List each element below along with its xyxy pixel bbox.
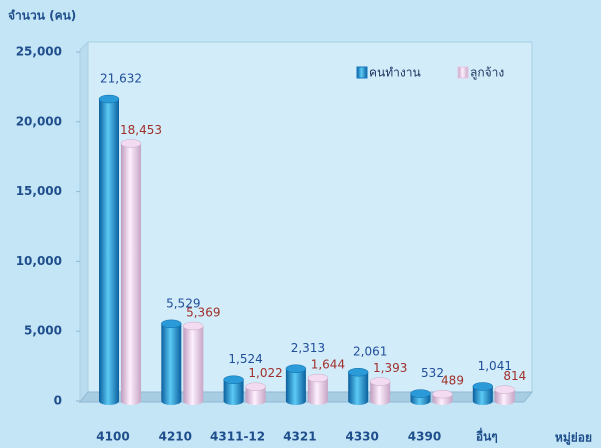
bar-top [494, 385, 516, 394]
side-wall [79, 40, 89, 404]
bar [307, 378, 328, 405]
value-label: 5,529 [166, 296, 200, 310]
bar-top [472, 382, 494, 391]
value-label: 1,041 [478, 359, 512, 373]
y-tick-label: 25,000 [16, 45, 62, 59]
value-label: 1,022 [248, 366, 282, 380]
bar-top [285, 364, 307, 373]
bar-top [432, 389, 453, 399]
bar [370, 381, 391, 405]
bar-top [347, 367, 369, 377]
legend-swatch [356, 66, 368, 79]
x-tick-label: 4330 [345, 430, 378, 444]
bar [285, 368, 306, 405]
bar [223, 379, 244, 405]
bar [494, 389, 515, 405]
value-label: 489 [441, 374, 464, 388]
bar-top [369, 377, 391, 386]
x-tick-label: อื่นๆ [476, 428, 498, 444]
y-axis-label: จำนวน (คน) [8, 9, 76, 23]
y-tick-label: 20,000 [16, 114, 62, 128]
x-tick-label: 4390 [408, 430, 441, 444]
bar-top [410, 389, 431, 398]
x-tick-label: 4321 [283, 430, 316, 444]
x-tick-label: 4100 [96, 430, 129, 444]
y-tick-label: 10,000 [16, 254, 62, 268]
bar-top [245, 382, 266, 391]
x-tick-label: 4210 [159, 430, 192, 444]
value-label: 21,632 [100, 72, 142, 86]
floor [78, 391, 534, 403]
bar-top [161, 319, 182, 329]
bar [121, 143, 141, 405]
legend-label: ลูกจ้าง [470, 66, 504, 81]
bar-top [223, 375, 244, 384]
bar [472, 386, 493, 405]
bar-top [98, 94, 120, 104]
y-tick-label: 15,000 [16, 184, 62, 198]
value-label: 18,453 [120, 123, 162, 137]
bar-top [307, 373, 329, 383]
plot-wall [87, 41, 533, 393]
y-tick-label: 0 [54, 394, 62, 408]
value-label: 1,393 [373, 361, 407, 375]
x-axis-label: หมู่ย่อย [555, 431, 592, 446]
value-label: 5,369 [186, 306, 220, 320]
value-label: 1,524 [228, 352, 262, 366]
legend-swatch [457, 66, 469, 79]
bar [245, 386, 266, 405]
y-tick-label: 5,000 [24, 324, 62, 338]
value-label: 532 [421, 366, 444, 380]
value-label: 814 [503, 369, 526, 383]
bar [161, 323, 182, 405]
bar [183, 326, 204, 405]
legend-label: คนทำงาน [369, 66, 421, 80]
value-label: 2,313 [291, 341, 325, 355]
bar [348, 372, 369, 405]
x-tick-label: 4311-12 [210, 430, 265, 444]
value-label: 2,061 [353, 345, 387, 359]
bar-top [120, 139, 142, 148]
value-label: 1,644 [311, 358, 345, 372]
bar-top [183, 321, 204, 331]
bar [99, 99, 119, 406]
